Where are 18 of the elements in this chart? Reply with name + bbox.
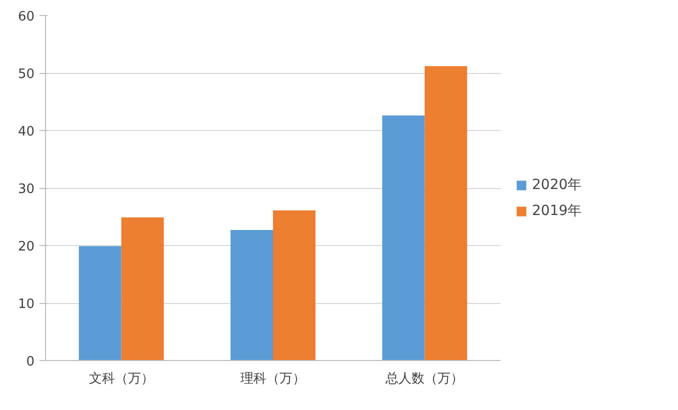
y-tick-label: 20 — [18, 240, 35, 254]
bar — [424, 66, 468, 360]
bar — [121, 217, 164, 360]
bar — [230, 230, 273, 360]
x-tick-label: 理科（万） — [240, 372, 306, 386]
bar — [78, 246, 122, 360]
x-tick-label: 文科（万） — [88, 372, 154, 386]
bar — [382, 116, 425, 360]
y-tick-label: 60 — [18, 10, 35, 24]
y-tick-label: 40 — [18, 124, 35, 140]
legend-label: 2020年 — [532, 176, 582, 194]
y-tick-label: 50 — [18, 67, 35, 82]
legend-label: 2019年 — [532, 202, 582, 220]
bar — [273, 210, 316, 360]
y-tick-label: 0 — [26, 354, 35, 370]
y-tick-label: 10 — [18, 297, 35, 312]
y-tick-label: 30 — [18, 182, 35, 197]
x-tick-label: 总人数（万） — [384, 372, 464, 386]
